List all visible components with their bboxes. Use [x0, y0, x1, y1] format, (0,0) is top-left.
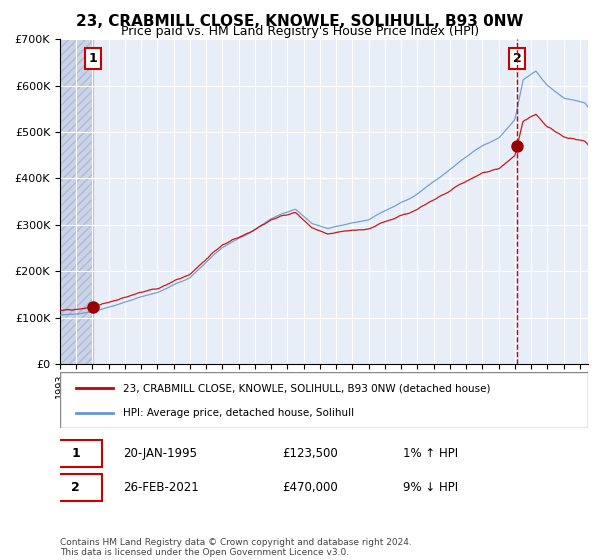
Text: 2: 2	[513, 52, 522, 65]
Text: HPI: Average price, detached house, Solihull: HPI: Average price, detached house, Soli…	[124, 408, 355, 418]
Text: Price paid vs. HM Land Registry's House Price Index (HPI): Price paid vs. HM Land Registry's House …	[121, 25, 479, 38]
FancyBboxPatch shape	[60, 372, 588, 428]
Text: Contains HM Land Registry data © Crown copyright and database right 2024.
This d: Contains HM Land Registry data © Crown c…	[60, 538, 412, 557]
FancyBboxPatch shape	[49, 474, 102, 501]
Text: 26-FEB-2021: 26-FEB-2021	[124, 480, 199, 494]
FancyBboxPatch shape	[49, 440, 102, 467]
Text: 9% ↓ HPI: 9% ↓ HPI	[403, 480, 458, 494]
Text: 1% ↑ HPI: 1% ↑ HPI	[403, 447, 458, 460]
Text: 2: 2	[71, 480, 80, 494]
Text: 1: 1	[71, 447, 80, 460]
Text: 20-JAN-1995: 20-JAN-1995	[124, 447, 197, 460]
Text: £123,500: £123,500	[282, 447, 338, 460]
Text: 1: 1	[89, 52, 98, 65]
Text: 23, CRABMILL CLOSE, KNOWLE, SOLIHULL, B93 0NW: 23, CRABMILL CLOSE, KNOWLE, SOLIHULL, B9…	[76, 14, 524, 29]
Bar	[60, 39, 94, 364]
Bar	[60, 39, 94, 364]
Text: 23, CRABMILL CLOSE, KNOWLE, SOLIHULL, B93 0NW (detached house): 23, CRABMILL CLOSE, KNOWLE, SOLIHULL, B9…	[124, 383, 491, 393]
Text: £470,000: £470,000	[282, 480, 338, 494]
